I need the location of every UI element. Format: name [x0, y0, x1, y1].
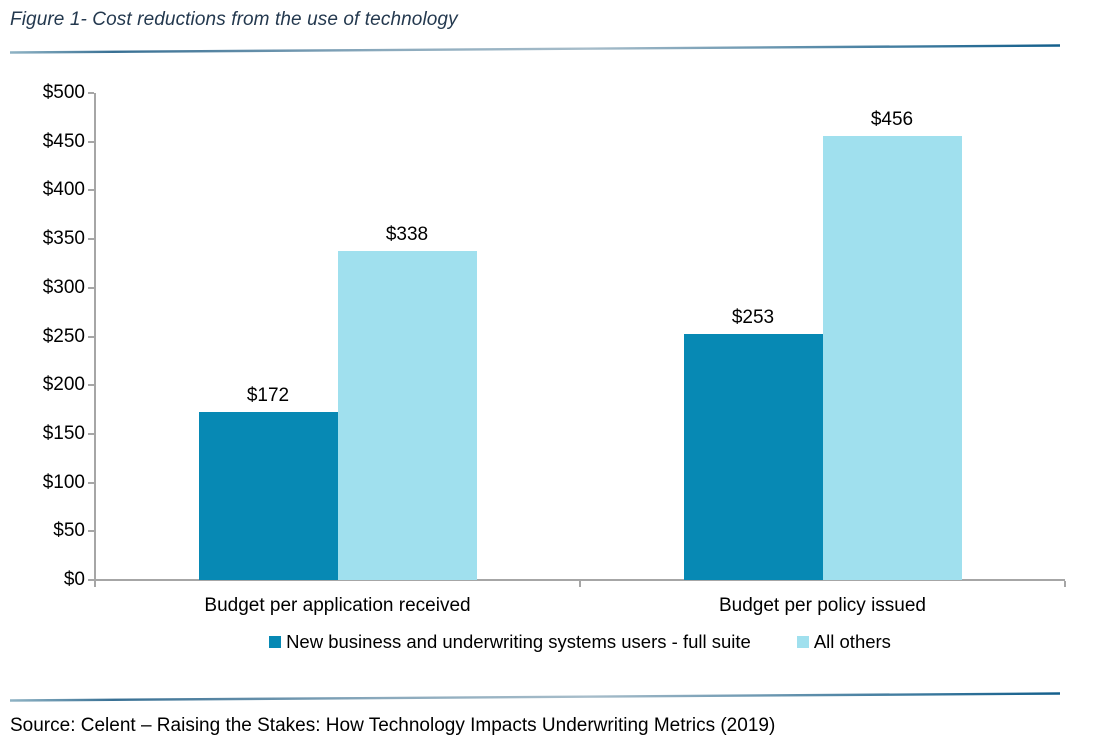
y-axis-tick — [88, 92, 94, 94]
bar-value-label: $338 — [385, 223, 429, 245]
x-axis-line — [94, 579, 1065, 581]
y-axis-tick — [88, 286, 94, 289]
bottom-divider-line — [9, 692, 1061, 702]
chart-legend: New business and underwriting systems us… — [95, 631, 1065, 653]
bar-value-label: $172 — [246, 385, 290, 407]
y-axis-tick — [88, 238, 94, 241]
bar-value-label: $456 — [870, 108, 914, 130]
y-axis-tick-label: $250 — [42, 325, 85, 347]
y-axis-tick — [88, 140, 94, 143]
y-axis-tick — [88, 384, 94, 387]
y-axis-tick — [88, 432, 94, 435]
bar-chart: $0 $50 $100 $150 $200 $250 $300 $350 $400 $450 $50… — [42, 82, 1066, 653]
top-divider-line — [9, 44, 1061, 54]
x-axis-category-label: Budget per application received — [204, 595, 471, 616]
y-axis-tick-label: $300 — [42, 276, 85, 298]
bar-all-others — [822, 135, 962, 580]
x-axis-category-label: Budget per policy issued — [718, 595, 926, 616]
bar-all-others — [337, 250, 477, 580]
y-axis-tick-label: $450 — [42, 130, 85, 152]
legend-label: New business and underwriting systems us… — [286, 631, 751, 652]
y-axis-tick — [88, 481, 94, 484]
y-axis-tick-label: $200 — [42, 374, 85, 396]
legend-item: New business and underwriting systems us… — [269, 631, 751, 653]
y-axis-tick-label: $350 — [42, 228, 85, 250]
x-axis-tick — [579, 581, 581, 587]
y-axis-tick-label: $150 — [42, 422, 85, 444]
y-axis-tick-label: $100 — [42, 471, 85, 493]
bar-value-label: $253 — [731, 306, 775, 328]
y-axis-tick — [88, 189, 94, 192]
y-axis-tick-label: $50 — [53, 520, 85, 542]
legend-label: All others — [813, 631, 891, 652]
y-axis-tick-label: $500 — [42, 82, 85, 103]
bar-full-suite-users — [198, 412, 338, 580]
figure-title: Figure 1- Cost reductions from the use o… — [10, 9, 458, 30]
y-axis-tick — [88, 335, 94, 338]
legend-swatch — [269, 636, 282, 648]
legend-swatch — [796, 636, 809, 648]
y-axis-tick-label: $400 — [42, 179, 85, 201]
y-axis-tick — [88, 530, 94, 533]
y-axis-tick-label: $0 — [63, 569, 85, 590]
bar-full-suite-users — [683, 333, 823, 580]
legend-item: All others — [796, 631, 891, 653]
y-axis-line — [94, 93, 96, 587]
source-note: Source: Celent – Raising the Stakes: How… — [10, 715, 776, 736]
x-axis-tick — [1064, 581, 1066, 587]
y-axis-tick — [88, 579, 94, 581]
